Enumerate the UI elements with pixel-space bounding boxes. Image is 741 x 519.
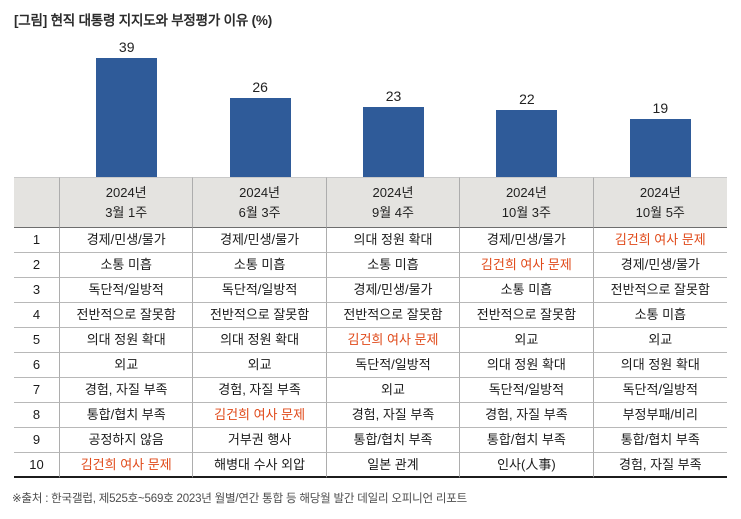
reason-cell: 소통 미흡	[326, 253, 461, 278]
reason-cell: 소통 미흡	[460, 278, 594, 303]
bar-group: 22	[460, 37, 593, 177]
column-header: 2024년 10월 5주	[593, 177, 727, 228]
reason-cell: 의대 정원 확대	[460, 353, 594, 378]
reason-cell: 통합/협치 부족	[460, 428, 594, 453]
approval-bar	[96, 58, 158, 177]
reason-cell: 외교	[593, 328, 727, 353]
rank-cell: 5	[14, 328, 60, 353]
reason-cell: 거부권 행사	[193, 428, 327, 453]
reason-cell: 외교	[193, 353, 327, 378]
column-header-week: 10월 3주	[501, 204, 551, 220]
reason-cell: 독단적/일방적	[326, 353, 461, 378]
rank-cell: 7	[14, 378, 60, 403]
bar-group: 26	[193, 37, 326, 177]
bar-value-label: 26	[252, 79, 268, 95]
reason-cell: 소통 미흡	[593, 303, 727, 328]
reason-cell: 통합/협치 부족	[60, 403, 194, 428]
bar-group: 39	[60, 37, 193, 177]
reasons-table: 2024년 3월 1주 2024년 6월 3주 2024년 9월 4주 2024년 10월 3…	[14, 177, 727, 478]
reason-cell: 김건희 여사 문제	[593, 228, 727, 253]
bar-value-label: 19	[652, 100, 669, 116]
rank-cell: 2	[14, 253, 60, 278]
reason-cell: 외교	[460, 328, 594, 353]
reason-cell: 김건희 여사 문제	[326, 328, 461, 353]
table-corner-cell	[14, 177, 60, 228]
reason-cell: 외교	[60, 353, 194, 378]
column-header-week: 6월 3주	[238, 204, 281, 220]
reason-cell: 경험, 자질 부족	[60, 378, 194, 403]
column-header: 2024년 6월 3주	[193, 177, 327, 228]
approval-bar	[363, 107, 425, 177]
column-header-year: 2024년	[239, 185, 281, 200]
rank-cell: 8	[14, 403, 60, 428]
reason-cell: 의대 정원 확대	[60, 328, 194, 353]
bar-group: 19	[594, 37, 727, 177]
approval-bar	[629, 119, 691, 177]
reason-cell: 독단적/일방적	[460, 378, 594, 403]
reason-cell: 소통 미흡	[60, 253, 194, 278]
reason-cell: 경제/민생/물가	[593, 253, 727, 278]
column-header-week: 10월 5주	[635, 204, 685, 220]
rank-cell: 3	[14, 278, 60, 303]
reason-cell: 경제/민생/물가	[193, 228, 327, 253]
reason-cell: 전반적으로 잘못함	[460, 303, 594, 328]
rank-cell: 9	[14, 428, 60, 453]
reason-cell: 독단적/일방적	[60, 278, 194, 303]
rank-cell: 6	[14, 353, 60, 378]
rank-cell: 4	[14, 303, 60, 328]
reason-cell: 의대 정원 확대	[593, 353, 727, 378]
reason-cell: 독단적/일방적	[593, 378, 727, 403]
reason-cell: 경제/민생/물가	[60, 228, 194, 253]
reason-cell: 의대 정원 확대	[326, 228, 461, 253]
bar-value-label: 22	[519, 91, 535, 107]
reason-cell: 김건희 여사 문제	[193, 403, 327, 428]
column-header: 2024년 10월 3주	[460, 177, 594, 228]
source-note: ※출처 : 한국갤럽, 제525호~569호 2023년 월별/연간 통합 등 …	[12, 493, 467, 505]
reason-cell: 경험, 자질 부족	[593, 453, 727, 478]
reason-cell: 통합/협치 부족	[593, 428, 727, 453]
reason-cell: 의대 정원 확대	[193, 328, 327, 353]
column-header-year: 2024년	[372, 185, 414, 200]
bar-value-label: 39	[118, 39, 135, 55]
column-header: 2024년 9월 4주	[326, 177, 461, 228]
figure-title: [그림] 현직 대통령 지지도와 부정평가 이유 (%)	[14, 13, 273, 28]
column-header-year: 2024년	[105, 185, 147, 200]
reason-cell: 경제/민생/물가	[326, 278, 461, 303]
reason-cell: 전반적으로 잘못함	[326, 303, 461, 328]
reason-cell: 소통 미흡	[193, 253, 327, 278]
reason-cell: 외교	[326, 378, 461, 403]
column-header: 2024년 3월 1주	[60, 177, 194, 228]
column-header-week: 3월 1주	[105, 204, 148, 220]
reason-cell: 경험, 자질 부족	[326, 403, 461, 428]
reason-cell: 독단적/일방적	[193, 278, 327, 303]
bar-value-label: 23	[385, 88, 402, 104]
approval-bar	[229, 98, 291, 177]
reason-cell: 경험, 자질 부족	[460, 403, 594, 428]
reason-cell: 경험, 자질 부족	[193, 378, 327, 403]
reason-cell: 일본 관계	[326, 453, 461, 478]
reason-cell: 전반적으로 잘못함	[593, 278, 727, 303]
reason-cell: 통합/협치 부족	[326, 428, 461, 453]
reason-cell: 공정하지 않음	[60, 428, 194, 453]
bar-group: 23	[327, 37, 460, 177]
column-header-week: 9월 4주	[371, 204, 414, 220]
column-header-year: 2024년	[639, 185, 681, 200]
reason-cell: 경제/민생/물가	[460, 228, 594, 253]
rank-cell: 1	[14, 228, 60, 253]
reason-cell: 전반적으로 잘못함	[193, 303, 327, 328]
reason-cell: 김건희 여사 문제	[460, 253, 594, 278]
approval-bar-chart: 39 26 23 22 19	[60, 37, 727, 177]
approval-bar	[496, 110, 558, 177]
reason-cell: 해병대 수사 외압	[193, 453, 327, 478]
reason-cell: 김건희 여사 문제	[60, 453, 194, 478]
rank-cell: 10	[14, 453, 60, 478]
column-header-year: 2024년	[505, 185, 547, 200]
reason-cell: 전반적으로 잘못함	[60, 303, 194, 328]
reason-cell: 인사(人事)	[460, 453, 594, 478]
reason-cell: 부정부패/비리	[593, 403, 727, 428]
